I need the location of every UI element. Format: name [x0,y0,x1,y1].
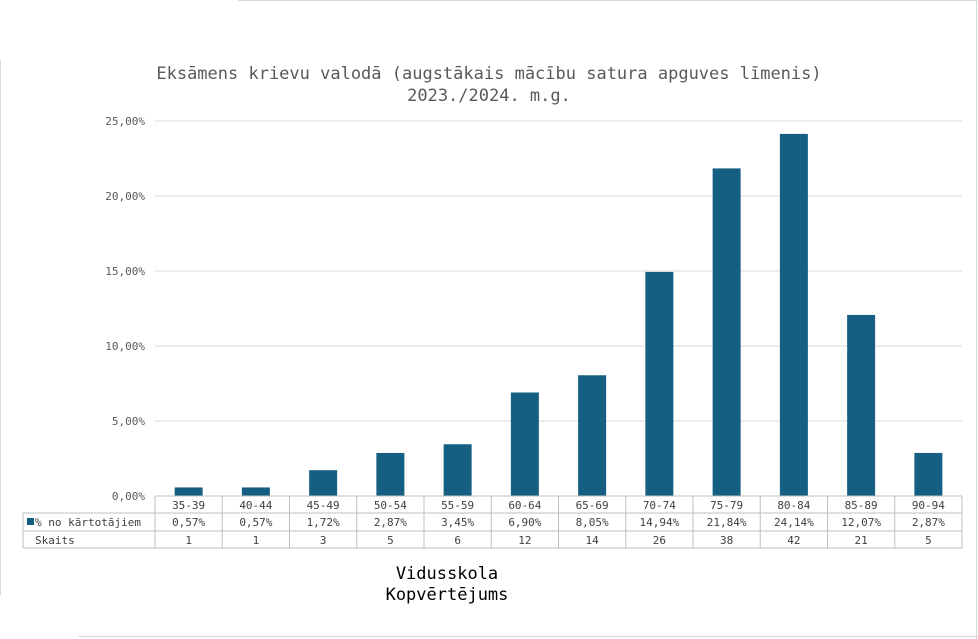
table-cell: 14 [586,534,600,547]
data-label: 3,45% [441,516,474,529]
data-label: 2,87% [912,516,945,529]
y-tick-label: 10,00% [105,340,145,353]
data-label: 8,05% [576,516,609,529]
data-label: 0,57% [239,516,272,529]
chart-title-line-2: 2023./2024. m.g. [407,86,571,106]
category-label: 85-89 [845,499,878,512]
x-axis-label-line-2: Kopvērtējums [386,585,509,605]
legend-entry: % no kārtotājiem [35,516,141,529]
bar [241,487,270,496]
frame-right-border [976,0,977,639]
data-label: 14,94% [640,516,680,529]
y-tick-label: 20,00% [105,190,145,203]
table-cell: 38 [720,534,733,547]
bar [645,271,674,496]
table-cell: 1 [185,534,192,547]
table-cell: 1 [253,534,260,547]
table-cell: 5 [387,534,394,547]
table-cell: 6 [454,534,461,547]
bar [712,168,741,496]
category-label: 60-64 [508,499,541,512]
data-label: 12,07% [841,516,881,529]
bar [443,444,472,496]
data-label: 1,72% [307,516,340,529]
bar [779,133,808,496]
category-label: 80-84 [777,499,810,512]
bar [174,487,203,496]
legend-key [27,518,34,525]
data-label: 2,87% [374,516,407,529]
frame-bottom-border [78,636,978,637]
y-tick-label: 5,00% [112,415,145,428]
data-label: 6,90% [508,516,541,529]
y-tick-label: 25,00% [105,115,145,128]
data-label: 24,14% [774,516,814,529]
category-label: 70-74 [643,499,676,512]
table-cell: 5 [925,534,932,547]
frame-left-border [0,60,1,595]
bar [309,470,338,496]
bar [914,452,943,496]
bars [174,133,943,496]
y-tick-label: 15,00% [105,265,145,278]
bar [578,375,607,496]
bar [510,392,539,496]
x-axis-label-line-1: Vidusskola [396,564,498,584]
gridlines [155,120,962,497]
bar [847,314,876,496]
frame-top-border [238,0,978,1]
category-label: 90-94 [912,499,945,512]
bar [376,452,405,496]
category-label: 35-39 [172,499,205,512]
category-label: 55-59 [441,499,474,512]
data-label: 0,57% [172,516,205,529]
data-label: 21,84% [707,516,747,529]
category-label: 65-69 [576,499,609,512]
table-cell: 26 [653,534,666,547]
category-label: 45-49 [307,499,340,512]
table-cell: 42 [787,534,800,547]
category-label: 40-44 [239,499,272,512]
table-cell: 21 [855,534,868,547]
table-row-label: Skaits [35,534,75,547]
category-label: 75-79 [710,499,743,512]
table-cell: 3 [320,534,327,547]
y-axis-tick-labels: 0,00% 5,00% 10,00% 15,00% 20,00% 25,00% [105,115,145,503]
data-table: 35-39 40-44 45-49 50-54 55-59 60-64 65-69 70-74… [22,495,963,549]
table-cell: 12 [518,534,531,547]
y-tick-label: 0,00% [112,490,145,503]
category-label: 50-54 [374,499,407,512]
chart-title-line-1: Eksāmens krievu valodā (augstākais mācīb… [156,64,821,84]
